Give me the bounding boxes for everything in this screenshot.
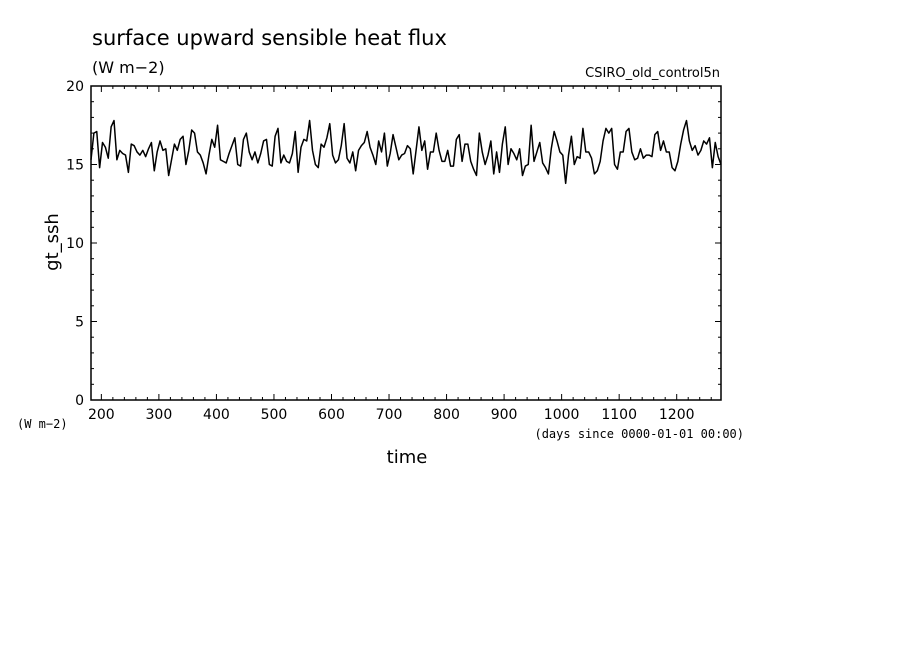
experiment-label: CSIRO_old_control5n xyxy=(585,66,720,81)
x-tick-label: 200 xyxy=(88,407,115,423)
x-tick-label: 700 xyxy=(376,407,403,423)
y-tick-labels: 0 5 10 15 20 xyxy=(66,79,84,409)
x-tick-label: 500 xyxy=(261,407,288,423)
y-tick-label: 20 xyxy=(66,79,84,95)
x-axis-label: time xyxy=(387,447,428,468)
x-tick-label: 400 xyxy=(203,407,230,423)
y-tick-label: 10 xyxy=(66,236,84,252)
x-tick-labels: 200 300 400 500 600 700 800 900 1000 1100 1200 xyxy=(88,407,695,423)
x-tick-label: 300 xyxy=(146,407,173,423)
y-tick-label: 15 xyxy=(66,158,84,174)
x-tick-label: 800 xyxy=(433,407,460,423)
x-tick-label: 1000 xyxy=(544,407,580,423)
x-tick-label: 1100 xyxy=(601,407,637,423)
series-line xyxy=(90,119,722,185)
chart-title: surface upward sensible heat flux xyxy=(92,26,447,50)
y-tick-label: 0 xyxy=(75,393,84,409)
x-tick-label: 600 xyxy=(318,407,345,423)
y-tick-label: 5 xyxy=(75,315,84,331)
x-axis-units: (days since 0000-01-01 00:00) xyxy=(534,427,744,441)
x-tick-label: 900 xyxy=(491,407,518,423)
y-axis-label: gt_ssh xyxy=(42,213,63,271)
x-tick-label: 1200 xyxy=(659,407,695,423)
title-units: (W m−2) xyxy=(92,58,165,77)
y-axis-units: (W m−2) xyxy=(17,417,68,431)
plot-frame xyxy=(90,85,722,401)
